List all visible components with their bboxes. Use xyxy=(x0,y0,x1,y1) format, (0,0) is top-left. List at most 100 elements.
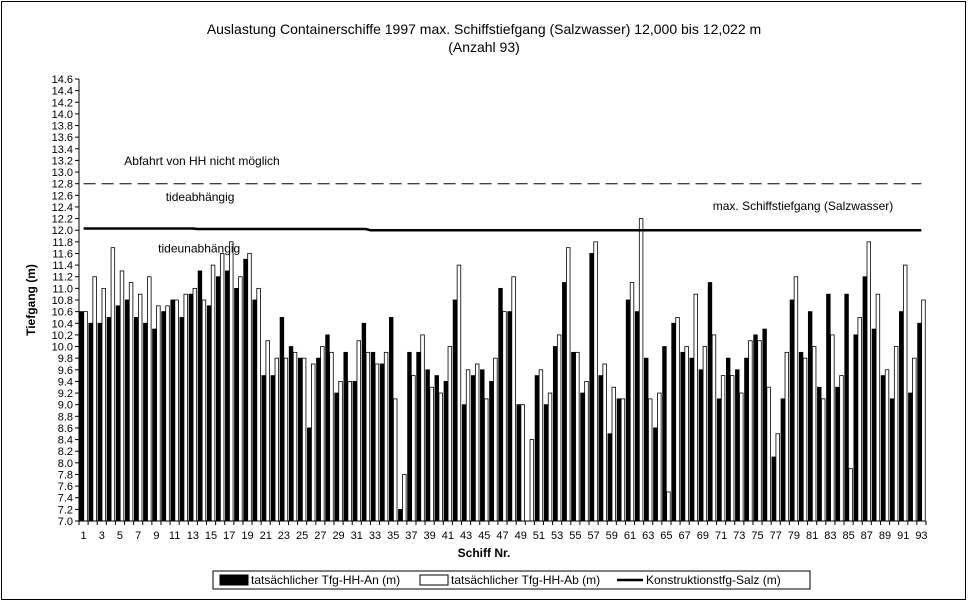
bar-ab xyxy=(921,299,926,522)
x-tick-label: 25 xyxy=(296,530,308,542)
bar-ab xyxy=(702,346,708,522)
bar-an xyxy=(807,311,813,522)
x-tick-label: 37 xyxy=(405,530,417,542)
bar-ab xyxy=(165,305,170,522)
bar-an xyxy=(507,311,512,522)
bar-ab xyxy=(766,386,771,522)
x-tick-label: 7 xyxy=(135,530,141,542)
chart-title: Auslastung Containerschiffe 1997 max. Sc… xyxy=(207,21,761,37)
bar-an xyxy=(853,334,858,522)
bar-an xyxy=(698,369,704,522)
bar-an xyxy=(316,357,321,522)
bar-an xyxy=(489,381,494,522)
x-tick-label: 9 xyxy=(153,530,159,542)
bar-an xyxy=(543,404,549,522)
bar-an xyxy=(443,381,449,522)
construction-draft-line xyxy=(83,227,922,232)
x-tick-label: 41 xyxy=(442,530,454,542)
bar-an xyxy=(398,508,403,522)
y-tick-label: 13.8 xyxy=(52,121,73,133)
bar-ab xyxy=(219,253,225,522)
bar-ab xyxy=(538,369,544,522)
bar-ab xyxy=(611,386,616,522)
bar-ab xyxy=(802,357,808,522)
bar-ab xyxy=(666,491,671,522)
bar-ab xyxy=(247,253,252,522)
y-axis: 7.07.27.47.67.88.08.28.48.68.89.09.29.49… xyxy=(52,74,80,528)
bar-ab xyxy=(830,334,835,522)
bar-an xyxy=(480,369,485,522)
x-tick-label: 85 xyxy=(842,530,854,542)
x-tick-label: 47 xyxy=(496,530,508,542)
y-axis-label: Tiefgang (m) xyxy=(24,264,38,336)
bar-ab xyxy=(912,357,917,522)
y-tick-label: 10.6 xyxy=(52,307,73,319)
y-tick-label: 9.2 xyxy=(58,388,73,400)
bar-an xyxy=(862,276,867,522)
bar-an xyxy=(716,398,722,522)
bar-an xyxy=(634,311,640,522)
annotation-label: tideabhängig xyxy=(166,190,235,204)
x-axis-label: Schiff Nr. xyxy=(458,546,511,560)
x-tick-label: 5 xyxy=(117,530,123,542)
bar-ab xyxy=(484,398,489,522)
bar-ab xyxy=(839,375,844,522)
bar-ab xyxy=(283,357,289,522)
y-tick-label: 8.6 xyxy=(58,423,73,435)
x-tick-label: 3 xyxy=(99,530,105,542)
bar-ab xyxy=(420,334,425,522)
bar-an xyxy=(188,293,194,522)
bar-ab xyxy=(311,363,316,522)
bar-an xyxy=(899,311,904,522)
y-tick-label: 14.0 xyxy=(52,109,73,121)
y-tick-label: 8.4 xyxy=(58,435,73,447)
bar-ab xyxy=(575,351,580,522)
bar-an xyxy=(762,328,767,522)
y-tick-label: 10.2 xyxy=(52,330,73,342)
annotation-label: tideunabhängig xyxy=(158,241,240,255)
bar-ab xyxy=(866,241,871,522)
y-tick-label: 7.8 xyxy=(58,469,73,481)
bar-an xyxy=(270,375,276,522)
bar-an xyxy=(835,386,840,522)
x-tick-label: 13 xyxy=(187,530,199,542)
bar-an xyxy=(115,305,121,522)
bar-ab xyxy=(657,392,662,522)
bar-ab xyxy=(729,375,735,522)
bar-an xyxy=(753,334,758,522)
bar-ab xyxy=(438,392,443,522)
bar-an xyxy=(571,351,576,522)
bars-group xyxy=(79,218,926,522)
bar-ab xyxy=(566,247,571,522)
y-tick-label: 11.2 xyxy=(52,272,73,284)
y-tick-label: 11.0 xyxy=(52,283,73,295)
x-tick-label: 69 xyxy=(697,530,709,542)
bar-ab xyxy=(793,276,799,522)
bar-an xyxy=(370,351,376,522)
bar-an xyxy=(552,346,558,522)
y-tick-label: 9.8 xyxy=(58,353,73,365)
bar-an xyxy=(206,305,212,522)
legend-box xyxy=(212,570,811,590)
bar-ab xyxy=(675,317,680,522)
annotations-group: Abfahrt von HH nicht möglich tideabhängig… xyxy=(124,154,893,255)
x-tick-label: 61 xyxy=(624,530,636,542)
bar-ab xyxy=(411,375,416,522)
bar-an xyxy=(215,276,221,522)
y-tick-label: 13.0 xyxy=(52,167,73,179)
legend-label: tatsächlicher Tfg-HH-An (m) xyxy=(251,573,400,587)
bar-ab xyxy=(593,241,598,522)
bar-an xyxy=(817,386,822,522)
y-tick-label: 10.0 xyxy=(52,342,73,354)
bar-an xyxy=(261,375,266,522)
bar-an xyxy=(452,299,458,522)
legend: tatsächlicher Tfg-HH-An (m) tatsächlicher… xyxy=(212,570,811,590)
x-tick-label: 75 xyxy=(751,530,763,542)
bar-an xyxy=(725,357,731,522)
x-tick-label: 77 xyxy=(770,530,782,542)
bar-an xyxy=(88,322,93,522)
bar-ab xyxy=(602,363,607,522)
y-tick-label: 13.2 xyxy=(52,155,73,167)
y-tick-label: 12.8 xyxy=(52,179,73,191)
legend-swatch xyxy=(419,574,449,586)
